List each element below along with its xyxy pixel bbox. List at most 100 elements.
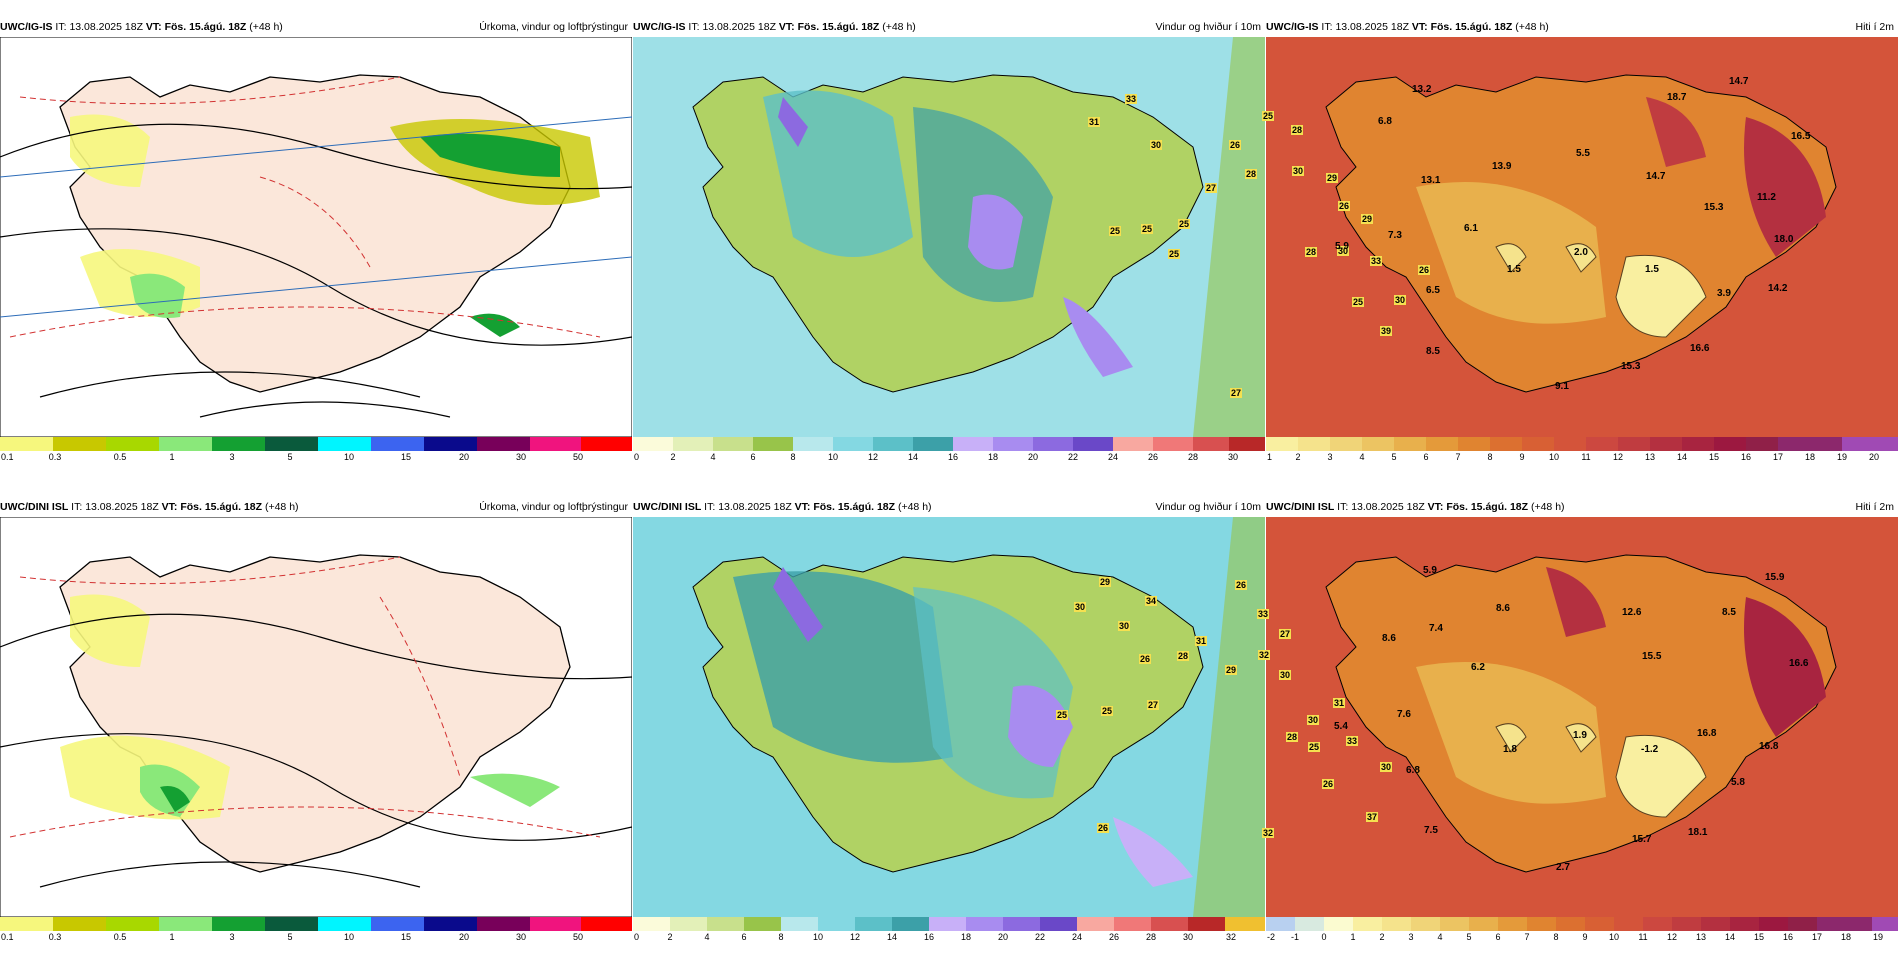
- tick: 2: [1295, 452, 1301, 462]
- tick: 26: [1147, 452, 1159, 462]
- scale-ticks: 0 2 4 6 8 10 12 14 16 18 20 22 24 26 28 …: [633, 932, 1265, 944]
- panel-header: UWC/IG-IS IT: 13.08.2025 18Z VT: Fös. 15…: [1266, 20, 1898, 34]
- precip-map[interactable]: [0, 37, 632, 437]
- color-scale-precip: [0, 917, 632, 931]
- valid-time-prefix: VT:: [145, 21, 162, 33]
- init-time-prefix: IT:: [71, 501, 83, 513]
- model-name: UWC/IG-IS: [1266, 21, 1319, 33]
- valid-time-prefix: VT:: [794, 501, 811, 513]
- tick: 0.5: [113, 932, 127, 942]
- tick: 16: [1740, 452, 1752, 462]
- tick: 0.1: [1, 932, 14, 942]
- valid-time: Fös. 15.ágú. 18Z: [813, 501, 896, 513]
- tick: 5: [287, 452, 293, 462]
- tick: 6: [741, 932, 747, 942]
- valid-time-prefix: VT:: [778, 21, 795, 33]
- tick: 22: [1034, 932, 1046, 942]
- tick: 4: [710, 452, 716, 462]
- tick: 26: [1108, 932, 1120, 942]
- tick: 11: [1581, 452, 1591, 462]
- color-scale-wind: [633, 917, 1265, 931]
- tick: 4: [704, 932, 710, 942]
- init-time-prefix: IT:: [1337, 501, 1349, 513]
- panel-header: UWC/IG-IS IT: 13.08.2025 18Z VT: Fös. 15…: [0, 20, 632, 34]
- valid-time: Fös. 15.ágú. 18Z: [1430, 21, 1513, 33]
- temperature-map[interactable]: [1266, 517, 1898, 917]
- graticule: [0, 116, 632, 318]
- tick: 50: [572, 932, 584, 942]
- init-time: 13.08.2025 18Z: [702, 21, 776, 33]
- tick: 30: [1182, 932, 1194, 942]
- tick: 2: [667, 932, 673, 942]
- tick: 12: [849, 932, 861, 942]
- wind-map[interactable]: [633, 37, 1265, 437]
- tick: 8: [790, 452, 796, 462]
- tick: -2: [1267, 932, 1276, 942]
- temperature-map[interactable]: [1266, 37, 1898, 437]
- panel-title: Úrkoma, vindur og loftþrýstingur: [479, 21, 628, 33]
- tick: 8: [778, 932, 784, 942]
- color-scale-wind: [633, 437, 1265, 451]
- tick: 20: [1027, 452, 1039, 462]
- tick: 18: [960, 932, 972, 942]
- init-time-prefix: IT:: [55, 21, 67, 33]
- valid-time: Fös. 15.ágú. 18Z: [1446, 501, 1529, 513]
- tick: 17: [1811, 932, 1823, 942]
- tick: 20: [997, 932, 1009, 942]
- panel-header: UWC/DINI ISL IT: 13.08.2025 18Z VT: Fös.…: [633, 500, 1265, 514]
- panel-header: UWC/DINI ISL IT: 13.08.2025 18Z VT: Fös.…: [0, 500, 632, 514]
- panel-header: UWC/DINI ISL IT: 13.08.2025 18Z VT: Fös.…: [1266, 500, 1898, 514]
- panel-precip-dini: UWC/DINI ISL IT: 13.08.2025 18Z VT: Fös.…: [0, 500, 632, 970]
- tick: 24: [1107, 452, 1119, 462]
- init-time-prefix: IT:: [704, 501, 716, 513]
- tick: 14: [1724, 932, 1736, 942]
- tick: 12: [1612, 452, 1624, 462]
- scale-ticks: -2 -1 0 1 2 3 4 5 6 7 8 9 10 11 12 13 14…: [1266, 932, 1898, 944]
- tick: 9: [1582, 932, 1588, 942]
- tick: 3: [1327, 452, 1333, 462]
- tick: 1: [1350, 932, 1356, 942]
- tick: 30: [515, 452, 527, 462]
- tick: 16: [923, 932, 935, 942]
- tick: 1: [1267, 452, 1273, 462]
- model-name: UWC/DINI ISL: [1266, 501, 1335, 513]
- tick: 28: [1145, 932, 1157, 942]
- tick: 16: [1782, 932, 1794, 942]
- tick: 14: [886, 932, 898, 942]
- tick: 13: [1644, 452, 1656, 462]
- tick: 5: [1391, 452, 1397, 462]
- model-name: UWC/DINI ISL: [0, 501, 69, 513]
- temperature-isolines: [9, 76, 601, 338]
- panel-wind-dini: UWC/DINI ISL IT: 13.08.2025 18Z VT: Fös.…: [633, 500, 1265, 970]
- tick: 0: [1321, 932, 1327, 942]
- scale-ticks: 0 2 4 6 8 10 12 14 16 18 20 22 24 26 28 …: [633, 452, 1265, 464]
- tick: 8: [1487, 452, 1493, 462]
- tick: 0: [634, 452, 640, 462]
- model-name: UWC/IG-IS: [633, 21, 686, 33]
- wind-map[interactable]: [633, 517, 1265, 917]
- tick: 18: [987, 452, 999, 462]
- tick: 12: [1666, 932, 1678, 942]
- lead-time: (+48 h): [264, 501, 299, 513]
- valid-time-prefix: VT:: [161, 501, 178, 513]
- tick: 20: [458, 932, 470, 942]
- tick: 15: [400, 452, 412, 462]
- tick: 4: [1359, 452, 1365, 462]
- tick: 10: [812, 932, 824, 942]
- isobars: [0, 613, 632, 888]
- tick: 19: [1872, 932, 1884, 942]
- tick: 15: [1708, 452, 1720, 462]
- init-time: 13.08.2025 18Z: [85, 501, 159, 513]
- tick: 9: [1519, 452, 1525, 462]
- init-time-prefix: IT:: [688, 21, 700, 33]
- lead-time: (+48 h): [1530, 501, 1565, 513]
- tick: 0: [634, 932, 640, 942]
- init-time: 13.08.2025 18Z: [718, 501, 792, 513]
- precip-map[interactable]: [0, 517, 632, 917]
- tick: 14: [907, 452, 919, 462]
- tick: 1: [169, 452, 175, 462]
- scale-ticks: 1 2 3 4 5 6 7 8 9 10 11 12 13 14 15 16 1…: [1266, 452, 1898, 464]
- tick: 24: [1071, 932, 1083, 942]
- panel-title: Úrkoma, vindur og loftþrýstingur: [479, 501, 628, 513]
- tick: 3: [1408, 932, 1414, 942]
